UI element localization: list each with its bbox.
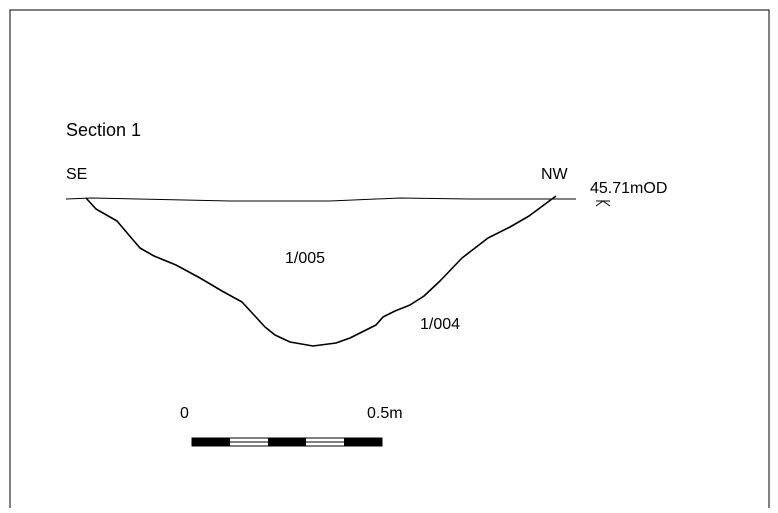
level-label: 45.71mOD [590, 180, 667, 197]
scale-end-label: 0.5m [367, 405, 403, 422]
scale-start-label: 0 [180, 405, 189, 422]
orientation-se-label: SE [66, 166, 87, 183]
section-title: Section 1 [66, 120, 141, 140]
cut-profile-line [85, 195, 557, 347]
fill-context-label: 1/005 [285, 250, 325, 267]
sheet-border [9, 9, 770, 513]
level-datum-icon [595, 200, 611, 207]
ground-surface-line [65, 197, 576, 202]
scale-bar [191, 437, 383, 447]
orientation-nw-label: NW [541, 166, 569, 183]
cut-context-label: 1/004 [420, 316, 460, 333]
